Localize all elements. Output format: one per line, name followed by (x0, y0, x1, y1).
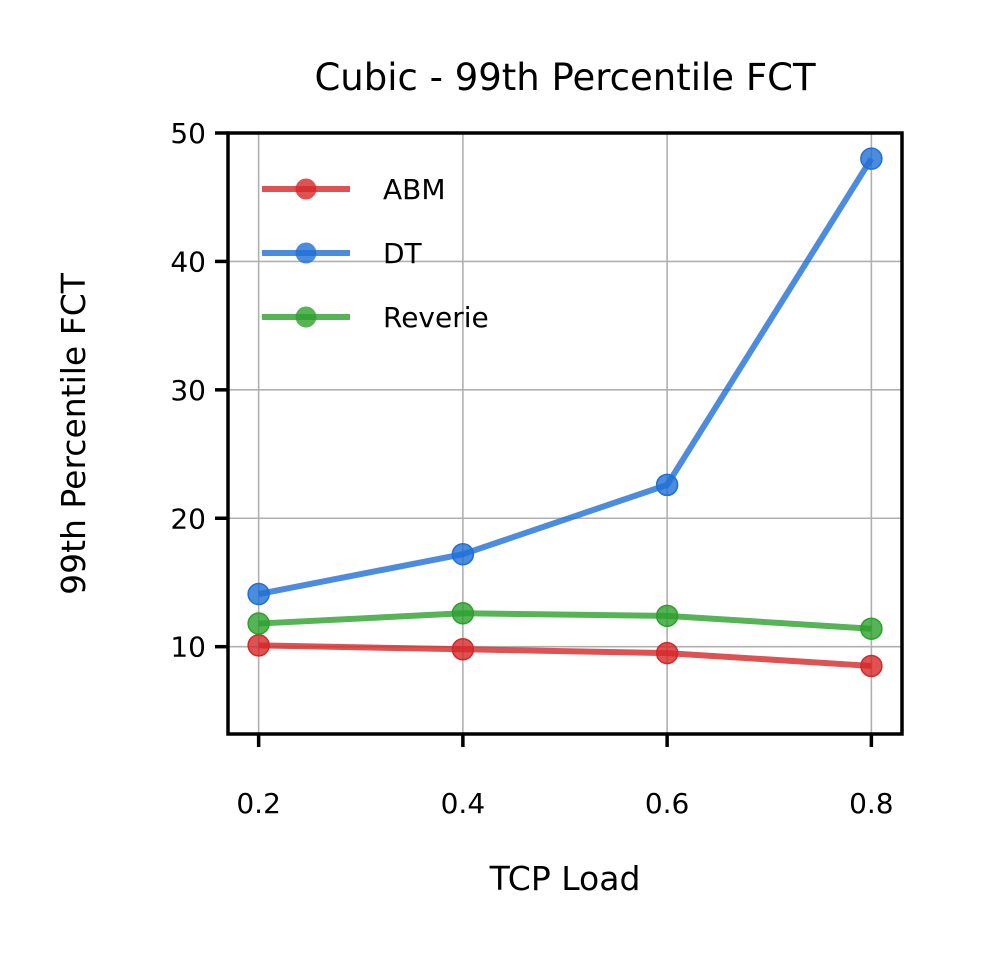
legend-label-reverie: Reverie (383, 301, 489, 334)
data-point-reverie (247, 612, 270, 635)
x-tick-label: 0.6 (645, 787, 690, 820)
data-point-dt (860, 147, 883, 170)
legend-label-dt: DT (383, 237, 423, 270)
data-point-reverie (655, 604, 679, 628)
legend-marker-reverie (295, 306, 317, 328)
x-tick-label: 0.4 (441, 787, 486, 820)
y-axis-label: 99th Percentile FCT (54, 272, 93, 595)
series-line-dt (258, 157, 874, 597)
series-line-reverie (258, 610, 872, 632)
chart-title: Cubic - 99th Percentile FCT (314, 56, 815, 99)
data-point-abm (451, 637, 475, 661)
data-point-abm (860, 654, 883, 678)
data-point-reverie (860, 617, 883, 640)
x-tick-label: 0.8 (849, 787, 894, 820)
axis-ticks: 0.2 0.4 0.6 0.8 10 20 30 40 50 (170, 117, 893, 820)
data-point-abm (655, 641, 679, 665)
series-dt (247, 147, 883, 606)
x-tick-label: 0.2 (236, 787, 281, 820)
series-lines (247, 147, 883, 678)
legend-marker-dt (295, 242, 317, 264)
series-abm (247, 634, 883, 678)
x-axis-label: TCP Load (489, 859, 641, 898)
data-point-dt (247, 582, 270, 606)
series-reverie (247, 602, 883, 640)
legend-item-abm: ABM (262, 173, 446, 206)
legend-marker-abm (295, 178, 317, 200)
data-point-reverie (451, 602, 475, 625)
data-point-dt (655, 473, 679, 497)
data-point-dt (451, 542, 475, 566)
data-point-abm (247, 634, 270, 657)
legend-item-reverie: Reverie (262, 301, 489, 334)
y-tick-label: 10 (170, 631, 206, 664)
plot-frame (226, 131, 904, 736)
legend: ABM DT Reverie (262, 173, 489, 334)
y-tick-label: 40 (170, 245, 206, 278)
y-tick-label: 30 (170, 374, 206, 407)
legend-label-abm: ABM (383, 173, 446, 206)
series-line-abm (258, 642, 872, 669)
y-tick-label: 20 (170, 502, 206, 535)
legend-item-dt: DT (262, 237, 423, 270)
y-tick-label: 50 (170, 117, 206, 150)
